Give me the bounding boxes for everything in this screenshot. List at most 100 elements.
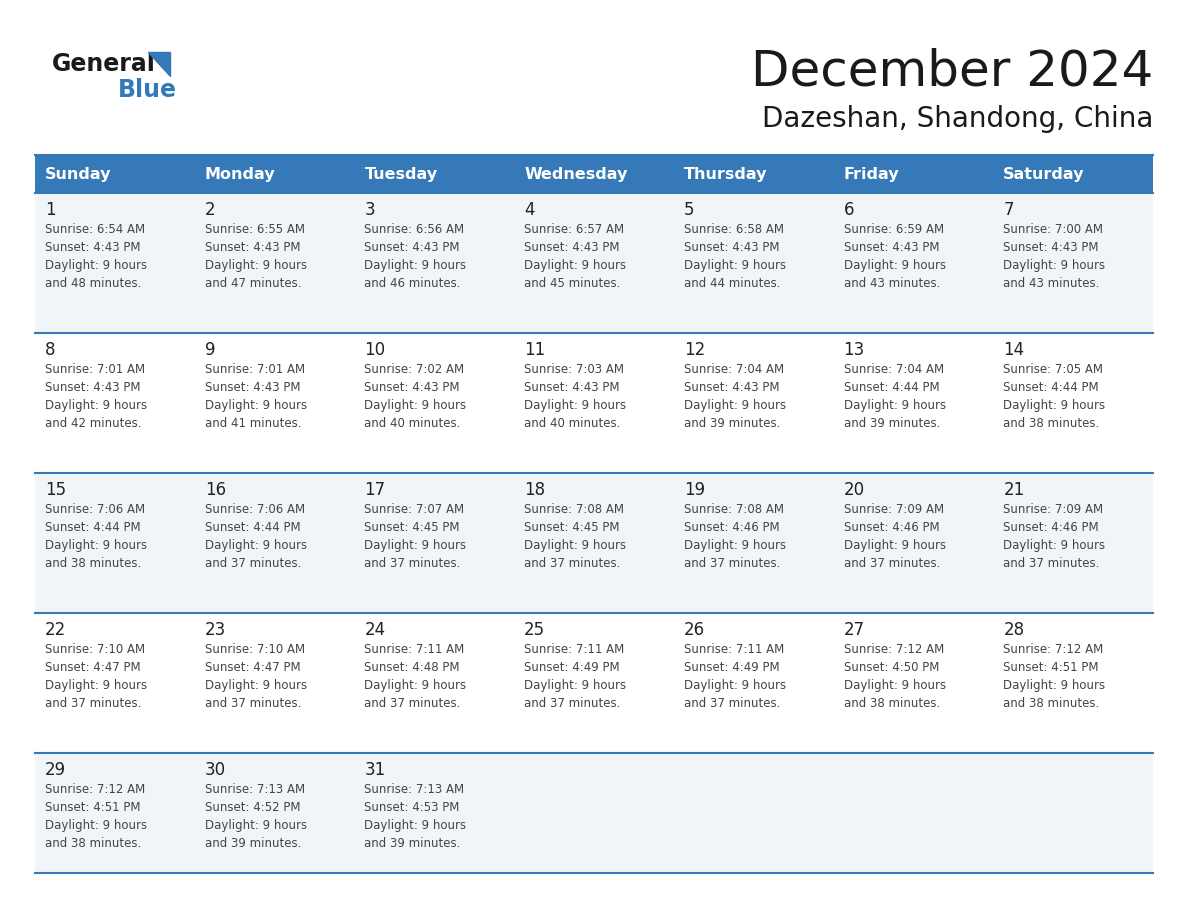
Text: Sunset: 4:44 PM: Sunset: 4:44 PM [45, 521, 140, 534]
Text: Sunrise: 7:08 AM: Sunrise: 7:08 AM [684, 503, 784, 516]
Text: 23: 23 [204, 621, 226, 639]
Text: Daylight: 9 hours: Daylight: 9 hours [45, 819, 147, 832]
Text: 17: 17 [365, 481, 386, 499]
Text: 21: 21 [1004, 481, 1024, 499]
Text: Daylight: 9 hours: Daylight: 9 hours [843, 399, 946, 412]
Text: 18: 18 [524, 481, 545, 499]
Text: and 39 minutes.: and 39 minutes. [684, 417, 781, 430]
Text: Daylight: 9 hours: Daylight: 9 hours [204, 679, 307, 692]
Text: Daylight: 9 hours: Daylight: 9 hours [365, 539, 467, 552]
Text: 30: 30 [204, 761, 226, 779]
Text: and 41 minutes.: and 41 minutes. [204, 417, 302, 430]
Text: and 38 minutes.: and 38 minutes. [1004, 697, 1100, 710]
Text: Sunrise: 7:00 AM: Sunrise: 7:00 AM [1004, 223, 1104, 236]
Text: 16: 16 [204, 481, 226, 499]
Text: Daylight: 9 hours: Daylight: 9 hours [365, 399, 467, 412]
Polygon shape [148, 52, 170, 76]
Text: Sunset: 4:49 PM: Sunset: 4:49 PM [684, 661, 779, 674]
Text: and 37 minutes.: and 37 minutes. [684, 697, 781, 710]
Text: Sunrise: 7:06 AM: Sunrise: 7:06 AM [45, 503, 145, 516]
Text: Sunset: 4:43 PM: Sunset: 4:43 PM [684, 381, 779, 394]
Text: Tuesday: Tuesday [365, 166, 437, 182]
Text: 11: 11 [524, 341, 545, 359]
Text: Daylight: 9 hours: Daylight: 9 hours [204, 539, 307, 552]
Text: and 37 minutes.: and 37 minutes. [45, 697, 141, 710]
Text: 12: 12 [684, 341, 706, 359]
Text: Sunset: 4:43 PM: Sunset: 4:43 PM [365, 381, 460, 394]
Text: Sunrise: 7:04 AM: Sunrise: 7:04 AM [843, 363, 943, 376]
Text: Sunrise: 7:12 AM: Sunrise: 7:12 AM [45, 783, 145, 796]
Text: Daylight: 9 hours: Daylight: 9 hours [843, 679, 946, 692]
Text: and 40 minutes.: and 40 minutes. [524, 417, 620, 430]
Text: Sunrise: 7:09 AM: Sunrise: 7:09 AM [843, 503, 943, 516]
Text: 15: 15 [45, 481, 67, 499]
Text: and 48 minutes.: and 48 minutes. [45, 277, 141, 290]
Text: Daylight: 9 hours: Daylight: 9 hours [204, 399, 307, 412]
Text: 9: 9 [204, 341, 215, 359]
Text: Sunrise: 6:58 AM: Sunrise: 6:58 AM [684, 223, 784, 236]
Text: Sunrise: 7:02 AM: Sunrise: 7:02 AM [365, 363, 465, 376]
Text: Sunset: 4:52 PM: Sunset: 4:52 PM [204, 801, 301, 814]
Text: and 46 minutes.: and 46 minutes. [365, 277, 461, 290]
Text: 24: 24 [365, 621, 386, 639]
Text: Sunset: 4:46 PM: Sunset: 4:46 PM [1004, 521, 1099, 534]
Text: Sunset: 4:48 PM: Sunset: 4:48 PM [365, 661, 460, 674]
Text: 2: 2 [204, 201, 215, 219]
Text: and 37 minutes.: and 37 minutes. [204, 697, 301, 710]
Text: Sunrise: 7:10 AM: Sunrise: 7:10 AM [204, 643, 305, 656]
Text: 19: 19 [684, 481, 704, 499]
Text: Sunrise: 7:13 AM: Sunrise: 7:13 AM [204, 783, 305, 796]
Text: Sunset: 4:43 PM: Sunset: 4:43 PM [1004, 241, 1099, 254]
Text: Sunset: 4:43 PM: Sunset: 4:43 PM [45, 241, 140, 254]
Text: and 38 minutes.: and 38 minutes. [45, 557, 141, 570]
Text: Sunrise: 7:07 AM: Sunrise: 7:07 AM [365, 503, 465, 516]
Text: 14: 14 [1004, 341, 1024, 359]
Text: Daylight: 9 hours: Daylight: 9 hours [204, 259, 307, 272]
Text: Sunrise: 6:54 AM: Sunrise: 6:54 AM [45, 223, 145, 236]
Text: Daylight: 9 hours: Daylight: 9 hours [1004, 679, 1105, 692]
Text: and 45 minutes.: and 45 minutes. [524, 277, 620, 290]
Text: 7: 7 [1004, 201, 1013, 219]
Text: Sunset: 4:43 PM: Sunset: 4:43 PM [684, 241, 779, 254]
Bar [34, 333, 1154, 473]
Text: Sunrise: 6:55 AM: Sunrise: 6:55 AM [204, 223, 304, 236]
Text: and 39 minutes.: and 39 minutes. [365, 837, 461, 850]
Text: Sunrise: 7:13 AM: Sunrise: 7:13 AM [365, 783, 465, 796]
Text: Sunset: 4:44 PM: Sunset: 4:44 PM [204, 521, 301, 534]
Text: Sunset: 4:47 PM: Sunset: 4:47 PM [204, 661, 301, 674]
Text: Daylight: 9 hours: Daylight: 9 hours [365, 679, 467, 692]
Text: Sunrise: 7:10 AM: Sunrise: 7:10 AM [45, 643, 145, 656]
Text: 31: 31 [365, 761, 386, 779]
Text: Daylight: 9 hours: Daylight: 9 hours [684, 539, 786, 552]
Text: and 38 minutes.: and 38 minutes. [1004, 417, 1100, 430]
Text: and 39 minutes.: and 39 minutes. [204, 837, 301, 850]
Text: Sunrise: 7:12 AM: Sunrise: 7:12 AM [1004, 643, 1104, 656]
Text: Sunset: 4:43 PM: Sunset: 4:43 PM [204, 381, 301, 394]
Text: Dazeshan, Shandong, China: Dazeshan, Shandong, China [762, 105, 1154, 133]
Text: and 37 minutes.: and 37 minutes. [365, 557, 461, 570]
Text: 8: 8 [45, 341, 56, 359]
Text: Daylight: 9 hours: Daylight: 9 hours [1004, 539, 1105, 552]
Text: 25: 25 [524, 621, 545, 639]
Text: Sunset: 4:43 PM: Sunset: 4:43 PM [204, 241, 301, 254]
Text: Sunrise: 7:01 AM: Sunrise: 7:01 AM [204, 363, 305, 376]
Text: Sunrise: 6:56 AM: Sunrise: 6:56 AM [365, 223, 465, 236]
Text: and 43 minutes.: and 43 minutes. [843, 277, 940, 290]
Text: 27: 27 [843, 621, 865, 639]
Text: Wednesday: Wednesday [524, 166, 627, 182]
Text: Sunset: 4:51 PM: Sunset: 4:51 PM [45, 801, 140, 814]
Bar [34, 753, 1154, 873]
Text: Sunset: 4:43 PM: Sunset: 4:43 PM [843, 241, 939, 254]
Text: Daylight: 9 hours: Daylight: 9 hours [365, 819, 467, 832]
Text: Sunset: 4:43 PM: Sunset: 4:43 PM [45, 381, 140, 394]
Text: Blue: Blue [118, 78, 177, 102]
Text: and 38 minutes.: and 38 minutes. [45, 837, 141, 850]
Text: Sunset: 4:43 PM: Sunset: 4:43 PM [524, 241, 620, 254]
Text: Sunrise: 7:11 AM: Sunrise: 7:11 AM [524, 643, 625, 656]
Text: Daylight: 9 hours: Daylight: 9 hours [524, 679, 626, 692]
Text: and 47 minutes.: and 47 minutes. [204, 277, 302, 290]
Text: Daylight: 9 hours: Daylight: 9 hours [45, 679, 147, 692]
Text: Daylight: 9 hours: Daylight: 9 hours [204, 819, 307, 832]
Text: Sunset: 4:51 PM: Sunset: 4:51 PM [1004, 661, 1099, 674]
Text: Monday: Monday [204, 166, 276, 182]
